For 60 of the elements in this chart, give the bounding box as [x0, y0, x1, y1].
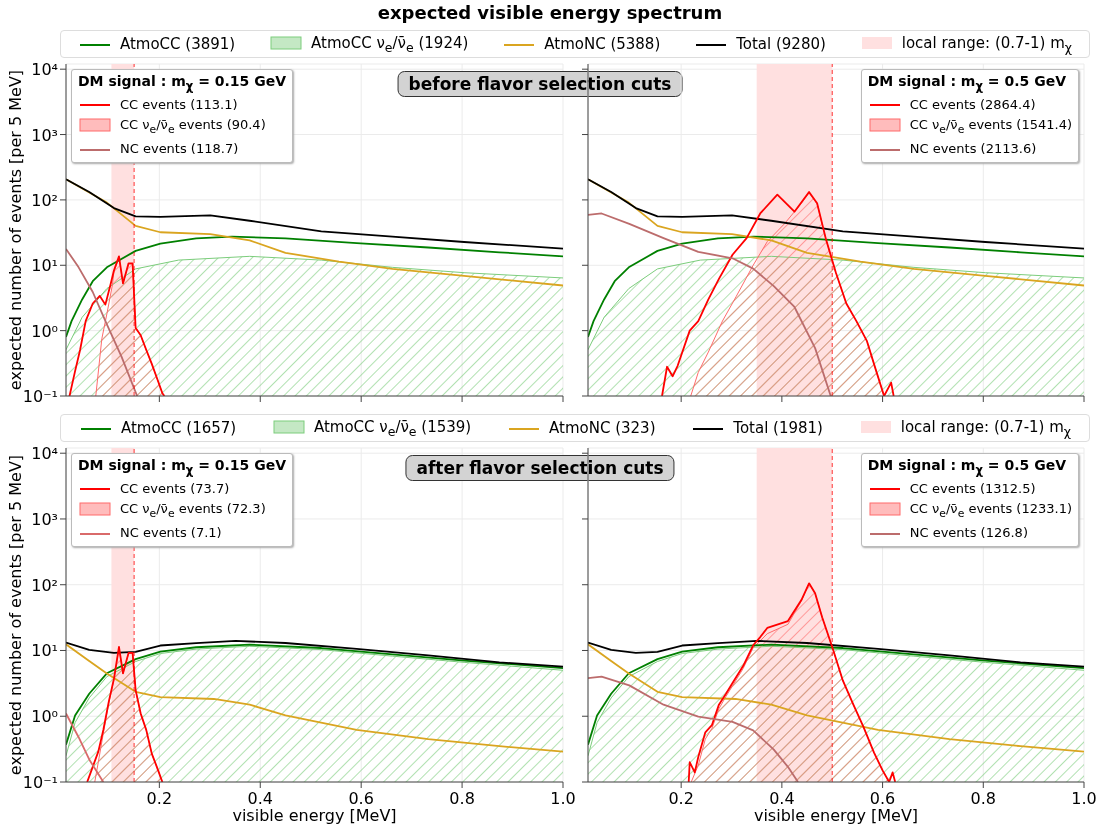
x-tick-label: 0.4 — [247, 789, 273, 808]
chart-title: expected visible energy spectrum — [377, 2, 723, 23]
y-tick-label: 10⁻¹ — [22, 773, 58, 792]
legend-label: CC ν$_{e}$/ν̄$_{e}$ events (1233.1) — [909, 500, 1072, 520]
legend-label: CC events (113.1) — [120, 96, 238, 112]
legend-title: DM signal : m$_{χ}$ = 0.5 GeV — [867, 457, 1066, 477]
x-tick-label: 0.2 — [146, 789, 173, 808]
x-tick-label: 0.6 — [348, 789, 374, 808]
y-tick-label: 10⁰ — [31, 707, 58, 727]
x-tick-label: 0.8 — [970, 789, 997, 808]
legend-label: local range: (0.7-1) m$_{χ}$ — [901, 33, 1073, 55]
x-tick-label: 0.6 — [869, 789, 896, 808]
line-series — [66, 235, 563, 338]
y-axis-title: expected number of events [per 5 MeV] — [6, 69, 25, 391]
y-tick-label: 10⁴ — [31, 444, 58, 464]
legend-label: AtmoNC (323) — [549, 419, 656, 437]
y-tick-label: 10⁴ — [31, 60, 58, 80]
legend-label: AtmoCC (1657) — [120, 419, 237, 437]
legend-label: CC ν$_{e}$/ν̄$_{e}$ events (1541.4) — [909, 116, 1072, 136]
legend-label: Total (1981) — [733, 419, 823, 437]
legend-label: AtmoNC (5388) — [544, 35, 661, 53]
legend-label: CC events (2864.4) — [909, 96, 1036, 112]
y-tick-label: 10² — [31, 575, 58, 595]
x-tick-label: 0.2 — [668, 789, 694, 808]
x-axis-title: visible energy [MeV] — [232, 806, 397, 825]
line-series — [66, 248, 139, 396]
y-tick-label: 10³ — [31, 125, 58, 145]
y-tick-label: 10¹ — [31, 256, 58, 276]
legend-title: DM signal : m$_{χ}$ = 0.5 GeV — [867, 73, 1066, 93]
x-axis-title: visible energy [MeV] — [753, 806, 919, 825]
legend-label: AtmoCC ν$_{e}$/ν̄$_{e}$ (1924) — [311, 33, 469, 55]
legend-label: NC events (7.1) — [120, 525, 222, 541]
x-tick-label: 1.0 — [1071, 789, 1097, 808]
legend-label: local range: (0.7-1) m$_{χ}$ — [900, 417, 1072, 439]
legend-label: NC events (126.8) — [909, 525, 1028, 541]
legend-label: CC ν$_{e}$/ν̄$_{e}$ events (72.3) — [120, 500, 266, 520]
legend-label: AtmoCC (3891) — [119, 35, 236, 53]
legend-label: Total (9280) — [736, 35, 826, 53]
line-series — [66, 712, 105, 782]
y-tick-label: 10⁻¹ — [22, 387, 58, 406]
legend-label: CC events (1312.5) — [909, 480, 1036, 496]
y-tick-label: 10³ — [31, 509, 58, 529]
legend-title: DM signal : m$_{χ}$ = 0.15 GeV — [78, 73, 286, 93]
legend-label: NC events (2113.6) — [909, 141, 1037, 157]
text: before flavor selection cuts — [408, 74, 672, 94]
text: after flavor selection cuts — [416, 458, 664, 478]
y-tick-label: 10¹ — [31, 641, 58, 661]
legend-label: NC events (118.7) — [120, 141, 239, 157]
line-series — [66, 178, 563, 250]
y-axis-title: expected number of events [per 5 MeV] — [6, 454, 25, 776]
y-tick-label: 10⁰ — [31, 321, 58, 341]
legend-label: AtmoCC ν$_{e}$/ν̄$_{e}$ (1539) — [313, 417, 472, 439]
x-tick-label: 0.8 — [449, 789, 475, 808]
legend-label: CC events (73.7) — [120, 480, 230, 496]
x-tick-label: 1.0 — [550, 789, 576, 808]
line-series — [66, 639, 563, 668]
legend-title: DM signal : m$_{χ}$ = 0.15 GeV — [78, 457, 286, 477]
x-tick-label: 0.4 — [769, 789, 795, 808]
y-tick-label: 10² — [31, 190, 58, 210]
legend-label: CC ν$_{e}$/ν̄$_{e}$ events (90.4) — [120, 116, 266, 136]
